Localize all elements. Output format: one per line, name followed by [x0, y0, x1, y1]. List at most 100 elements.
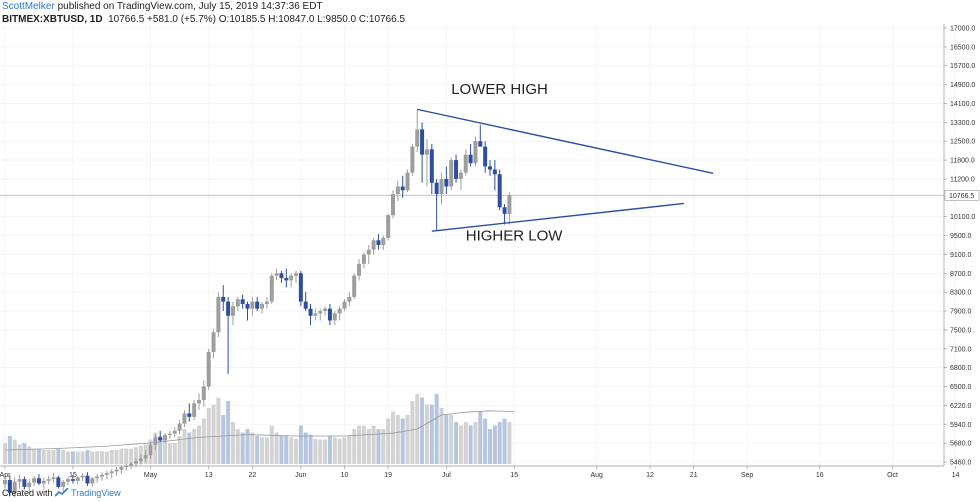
volume-bar: [410, 401, 415, 464]
price-axis[interactable]: 5460.0 5680.0 5940.0 6220.0 6500.0 6800.0 7100…: [944, 26, 980, 467]
volume-bar: [133, 447, 138, 464]
candle-body: [255, 301, 260, 309]
volume-bar: [17, 444, 22, 464]
author-link[interactable]: ScottMelker: [2, 1, 55, 12]
volume-bar: [269, 425, 274, 464]
volume-bar: [114, 450, 119, 464]
time-tick-label: 21: [690, 472, 698, 479]
volume-bar: [56, 448, 61, 464]
candle-body: [507, 195, 512, 215]
candle-body: [303, 301, 308, 309]
candle-body: [90, 478, 95, 484]
candle-body: [488, 166, 492, 170]
candle-body: [502, 207, 507, 214]
candle-body: [405, 172, 410, 191]
candle-body: [36, 478, 41, 484]
price-tick-label: 11800.0: [950, 158, 975, 165]
candle-body: [201, 386, 206, 400]
volume-bar: [124, 448, 129, 464]
candle-body: [100, 474, 104, 477]
candle-body: [3, 480, 7, 485]
volume-bar: [391, 411, 395, 464]
volume-bar: [420, 397, 425, 464]
candle-body: [211, 332, 216, 352]
tradingview-link[interactable]: TradingView: [71, 488, 121, 498]
time-tick-label: 19: [384, 472, 392, 479]
annotation-label[interactable]: LOWER HIGH: [451, 81, 548, 98]
candle-body: [264, 301, 269, 304]
candle-body: [182, 413, 187, 424]
volume-bar: [119, 448, 124, 464]
volume-bar: [240, 432, 245, 464]
volume-bar: [70, 451, 75, 464]
time-tick-label: 14: [952, 472, 960, 479]
annotations: LOWER HIGH HIGHER LOW: [451, 81, 563, 244]
price-tick-label: 8300.0: [950, 290, 972, 297]
candle-body: [61, 481, 66, 487]
price-tick-label: 8700.0: [950, 271, 972, 278]
volume-bar: [80, 451, 85, 464]
trendline[interactable]: [431, 202, 685, 232]
time-axis[interactable]: Apr 15 May 13 22 Jun 10 19 Jul 15 Aug 12 21 Sep 16 Oct 1…: [0, 466, 960, 479]
price-tick-label: 5940.0: [950, 422, 972, 429]
candle-body: [294, 273, 298, 276]
time-tick-label: 16: [816, 472, 824, 479]
candle-body: [153, 437, 158, 445]
candle-body: [187, 413, 192, 417]
time-tick-label: 10: [341, 472, 349, 479]
volume-bar: [100, 451, 104, 464]
volume-bar: [226, 401, 231, 464]
volume-bar: [245, 429, 250, 464]
annotation-label[interactable]: HIGHER LOW: [466, 227, 564, 244]
candles: [3, 109, 512, 498]
time-tick-label: 15: [69, 472, 77, 479]
candle-body: [197, 400, 201, 404]
price-tick-label: 6800.0: [950, 365, 972, 372]
candle-body: [381, 237, 386, 245]
candle-body: [371, 240, 376, 250]
candle-body: [12, 481, 17, 493]
candle-body: [235, 299, 240, 307]
volume-bar: [250, 432, 255, 464]
volume-bar: [323, 439, 328, 464]
volume-bar: [36, 448, 41, 464]
candle-body: [323, 308, 328, 312]
candle-body: [449, 160, 454, 187]
candle-body: [284, 278, 289, 281]
candle-body: [70, 479, 75, 481]
candle-body: [415, 129, 420, 147]
candle-body: [80, 475, 85, 478]
volume-bar: [371, 425, 376, 464]
time-tick-label: Jul: [442, 472, 451, 479]
price-tick-label: 10100.0: [950, 214, 975, 221]
candle-body: [478, 141, 483, 147]
trendline[interactable]: [417, 108, 714, 174]
symbol-label: BITMEX:XBTUSD, 1D: [2, 14, 103, 25]
volume-bar: [473, 422, 478, 464]
volume-bar: [66, 451, 71, 464]
volume-bar: [221, 415, 226, 464]
volume-bar: [289, 437, 294, 464]
volume-bar: [366, 429, 371, 464]
volume-ma-line: [4, 410, 515, 451]
price-tick-label: 5460.0: [950, 460, 972, 467]
candle-body: [27, 482, 32, 487]
price-tick-label: 14900.0: [950, 82, 975, 89]
trendlines: [417, 108, 714, 232]
volume-bar: [483, 418, 488, 464]
price-tick-label: 11200.0: [950, 176, 975, 183]
candle-body: [172, 430, 177, 434]
candle-body: [143, 455, 148, 459]
candle-body: [17, 479, 22, 482]
candle-body: [119, 467, 124, 470]
candle-body: [133, 461, 138, 464]
volume-bar: [308, 434, 313, 464]
candle-body: [269, 275, 274, 302]
grid: [0, 24, 956, 466]
candle-body: [138, 458, 143, 462]
volume-bar: [163, 439, 168, 464]
candle-body: [95, 476, 100, 479]
volume-bar: [46, 450, 51, 464]
volume-bar: [230, 422, 235, 464]
